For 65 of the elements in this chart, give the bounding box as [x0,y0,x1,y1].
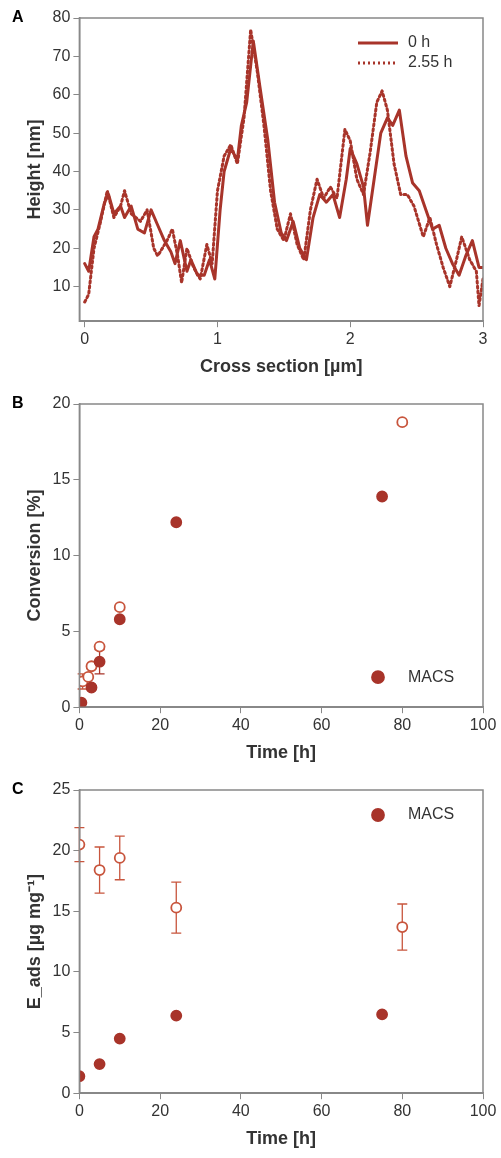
y-tick-label: 50 [52,123,71,141]
y-tick-label: 20 [52,238,71,256]
point [113,852,126,864]
y-tick-label: 0 [61,1083,71,1101]
y-tick-label: 10 [52,962,71,980]
point [396,921,409,933]
y-tick-label: 20 [52,841,71,859]
chart-title: A [12,8,24,26]
x-tick-label: 60 [312,1102,331,1120]
legend-label: 2.55 h [408,53,453,71]
y-tick-label: 0 [61,697,71,715]
y-tick-label: 40 [52,161,71,179]
point [170,1009,183,1022]
x-tick-label: 0 [80,330,90,348]
y-tick-label: 60 [52,85,71,103]
y-tick-label: 10 [52,277,71,295]
x-tick-label: 60 [312,716,331,734]
y-tick-label: 5 [61,621,71,639]
y-tick-label: 25 [52,780,71,798]
x-tick-label: 100 [469,1102,497,1120]
point [113,1032,126,1045]
x-tick-label: 80 [393,716,412,734]
x-tick-label: 1 [213,330,223,348]
x-axis-title: Time [h] [246,742,317,763]
point [93,655,106,668]
point [396,416,409,429]
point [82,670,95,683]
legend-label: MACS [408,667,455,685]
y-axis-title: E_ads [µg mg⁻¹] [23,873,44,1010]
y-tick-label: 80 [52,8,71,26]
x-tick-label: 40 [231,716,250,734]
x-tick-label: 0 [74,1102,84,1120]
point [85,681,98,694]
x-tick-label: 3 [478,330,488,348]
x-tick-label: 20 [151,1102,170,1120]
point [93,1058,106,1070]
x-tick-label: 80 [393,1102,412,1120]
y-tick-label: 10 [52,546,71,564]
y-axis-title: Conversion [%] [23,489,44,622]
chart-title: B [12,394,24,412]
y-axis-title: Height [nm] [23,119,44,220]
legend-label: MACS [408,805,455,823]
x-tick-label: 2 [345,330,355,348]
y-tick-label: 5 [61,1022,71,1040]
x-tick-label: 20 [151,716,170,734]
x-tick-label: 0 [74,716,84,734]
y-tick-label: 15 [52,470,71,488]
y-tick-label: 20 [52,394,71,412]
point [93,864,106,876]
x-tick-label: 100 [469,716,497,734]
y-tick-label: 70 [52,46,71,64]
legend-label: 0 h [408,33,431,51]
point [376,490,388,503]
point [93,640,106,653]
y-tick-label: 15 [52,901,71,919]
y-tick-label: 30 [52,200,71,218]
x-tick-label: 40 [231,1102,250,1120]
point [170,901,183,914]
point [113,613,126,626]
point [113,601,126,614]
x-axis-title: Time [h] [246,1128,317,1149]
point [170,516,183,529]
chart-title: C [12,780,24,798]
x-axis-title: Cross section [µm] [200,356,363,377]
point [376,1008,388,1021]
